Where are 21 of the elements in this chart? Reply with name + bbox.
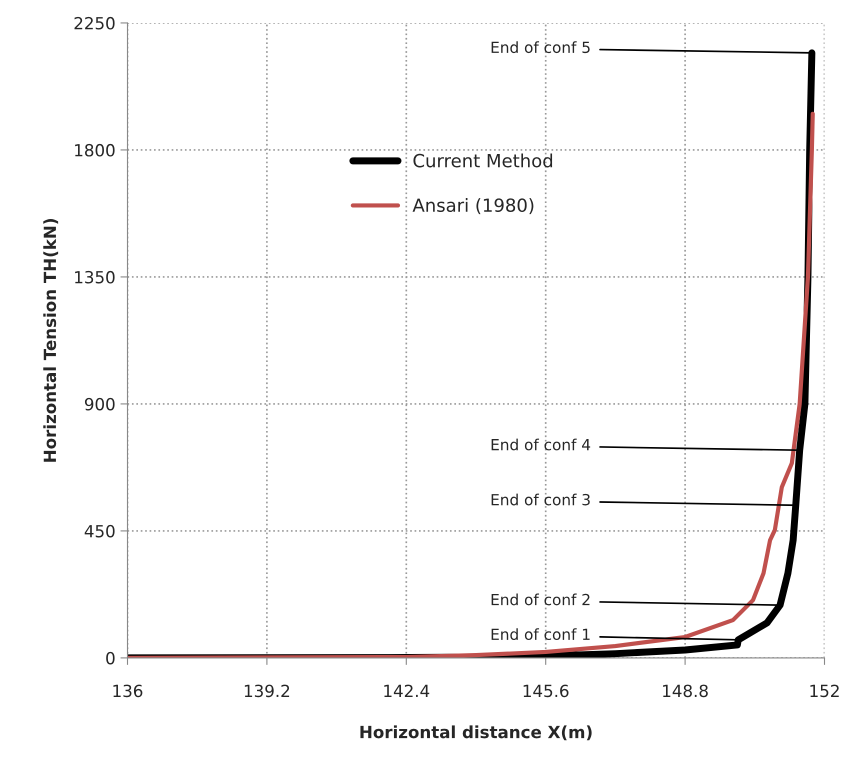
y-axis-title: Horizontal Tension TH(kN) [43, 218, 58, 462]
y-tick-label: 2250 [74, 16, 115, 30]
x-tick-label: 148.8 [663, 684, 708, 698]
y-tick-label: 450 [84, 524, 115, 538]
x-tick-label: 142.4 [384, 684, 430, 697]
annotation: End of conf 2 [492, 594, 590, 606]
y-tick-label: 900 [84, 398, 115, 410]
x-tick-label: 152 [810, 684, 839, 698]
x-axis-title: Horizontal distance X(m) [360, 725, 592, 740]
legend-label: Current Method [413, 153, 552, 168]
y-tick-label: 1350 [75, 270, 115, 284]
y-tick-label: 1800 [75, 144, 115, 157]
legend-label: Ansari (1980) [412, 198, 534, 214]
x-tick-label: 145.6 [524, 684, 569, 698]
y-tick-label: 0 [106, 652, 115, 664]
x-tick-label: 139.2 [244, 684, 290, 698]
annotation: End of conf 1 [492, 628, 590, 640]
annotation: End of conf 5 [492, 41, 590, 54]
annotation: End of conf 4 [492, 438, 590, 450]
x-tick-label: 136 [113, 684, 142, 698]
annotation: End of conf 3 [492, 494, 590, 506]
